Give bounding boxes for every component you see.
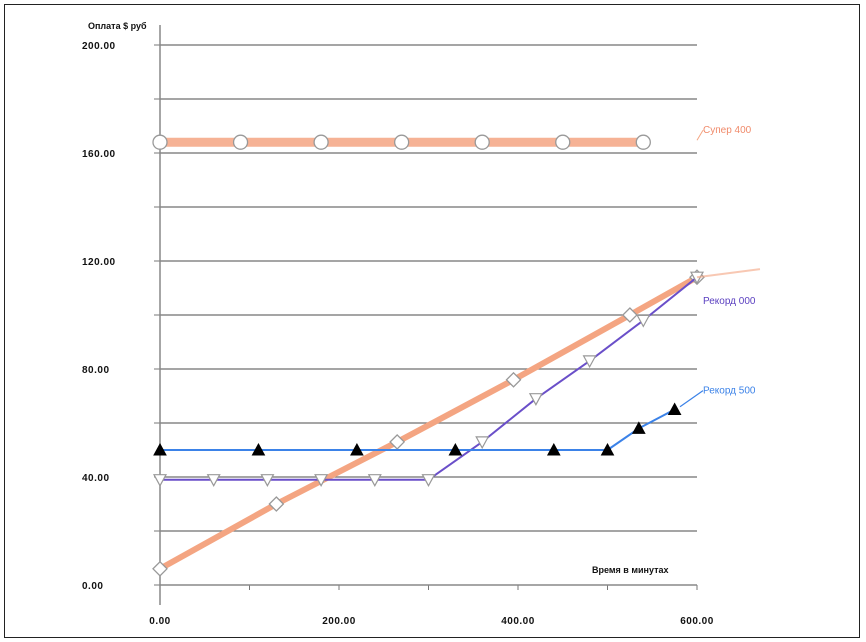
marker-triangle-up bbox=[153, 442, 167, 456]
marker-circle bbox=[635, 134, 651, 150]
marker-diamond bbox=[268, 496, 285, 512]
label-leader bbox=[696, 129, 704, 141]
series-label: Рекорд 000 bbox=[703, 296, 756, 307]
marker-triangle-down bbox=[206, 474, 221, 487]
series-line bbox=[158, 274, 699, 572]
marker-circle bbox=[232, 134, 249, 150]
labels-layer: 0.00 40.00 80.00 120.00 160.00 200.00 0.00 200.… bbox=[82, 21, 761, 627]
marker-triangle-up bbox=[631, 421, 646, 434]
marker-diamond bbox=[621, 307, 638, 323]
label-leader bbox=[679, 390, 704, 408]
chart-frame bbox=[4, 4, 860, 638]
marker-triangle-down bbox=[367, 474, 382, 487]
y-tick-label: 200.00 bbox=[82, 41, 116, 52]
marker-circle bbox=[313, 134, 329, 150]
y-tick-label: 160.00 bbox=[82, 149, 116, 160]
marker-triangle-down bbox=[314, 474, 329, 487]
grid-lines bbox=[160, 44, 697, 532]
marker-triangle-down bbox=[528, 393, 543, 406]
axes bbox=[154, 25, 698, 605]
marker-triangle-up bbox=[546, 442, 561, 456]
marker-triangle-down bbox=[636, 314, 651, 328]
x-axis-title: Время в минутах bbox=[592, 565, 669, 575]
marker-triangle-up bbox=[448, 442, 463, 456]
marker-diamond bbox=[505, 371, 522, 388]
marker-circle bbox=[152, 134, 168, 150]
marker-triangle-up bbox=[350, 442, 364, 456]
marker-triangle-down bbox=[475, 436, 490, 450]
marker-triangle-up bbox=[667, 402, 682, 415]
series-layer bbox=[152, 134, 705, 577]
marker-triangle-down bbox=[582, 355, 597, 369]
label-leader bbox=[696, 268, 761, 279]
x-tick-label: 0.00 bbox=[149, 616, 170, 627]
marker-triangle-down bbox=[152, 474, 168, 487]
marker-triangle-up bbox=[600, 442, 615, 456]
marker-circle bbox=[393, 134, 410, 150]
series-label: Рекорд 500 bbox=[703, 385, 756, 396]
x-tick-label: 400.00 bbox=[501, 616, 535, 627]
x-tick-label: 200.00 bbox=[322, 616, 356, 627]
y-axis-title: Оплата $ руб bbox=[88, 21, 147, 31]
y-tick-label: 40.00 bbox=[82, 473, 110, 484]
x-tick-label: 600.00 bbox=[680, 616, 714, 627]
y-tick-label: 120.00 bbox=[82, 257, 116, 268]
marker-diamond bbox=[389, 433, 406, 450]
y-tick-label: 0.00 bbox=[82, 581, 103, 592]
marker-triangle-down bbox=[421, 474, 436, 487]
marker-circle bbox=[555, 134, 571, 150]
series-label: Супер 400 bbox=[703, 125, 752, 136]
marker-diamond bbox=[152, 560, 168, 577]
marker-triangle-down bbox=[260, 474, 275, 487]
marker-circle bbox=[474, 134, 490, 150]
marker-triangle-up bbox=[251, 442, 266, 456]
y-tick-label: 80.00 bbox=[82, 365, 110, 376]
